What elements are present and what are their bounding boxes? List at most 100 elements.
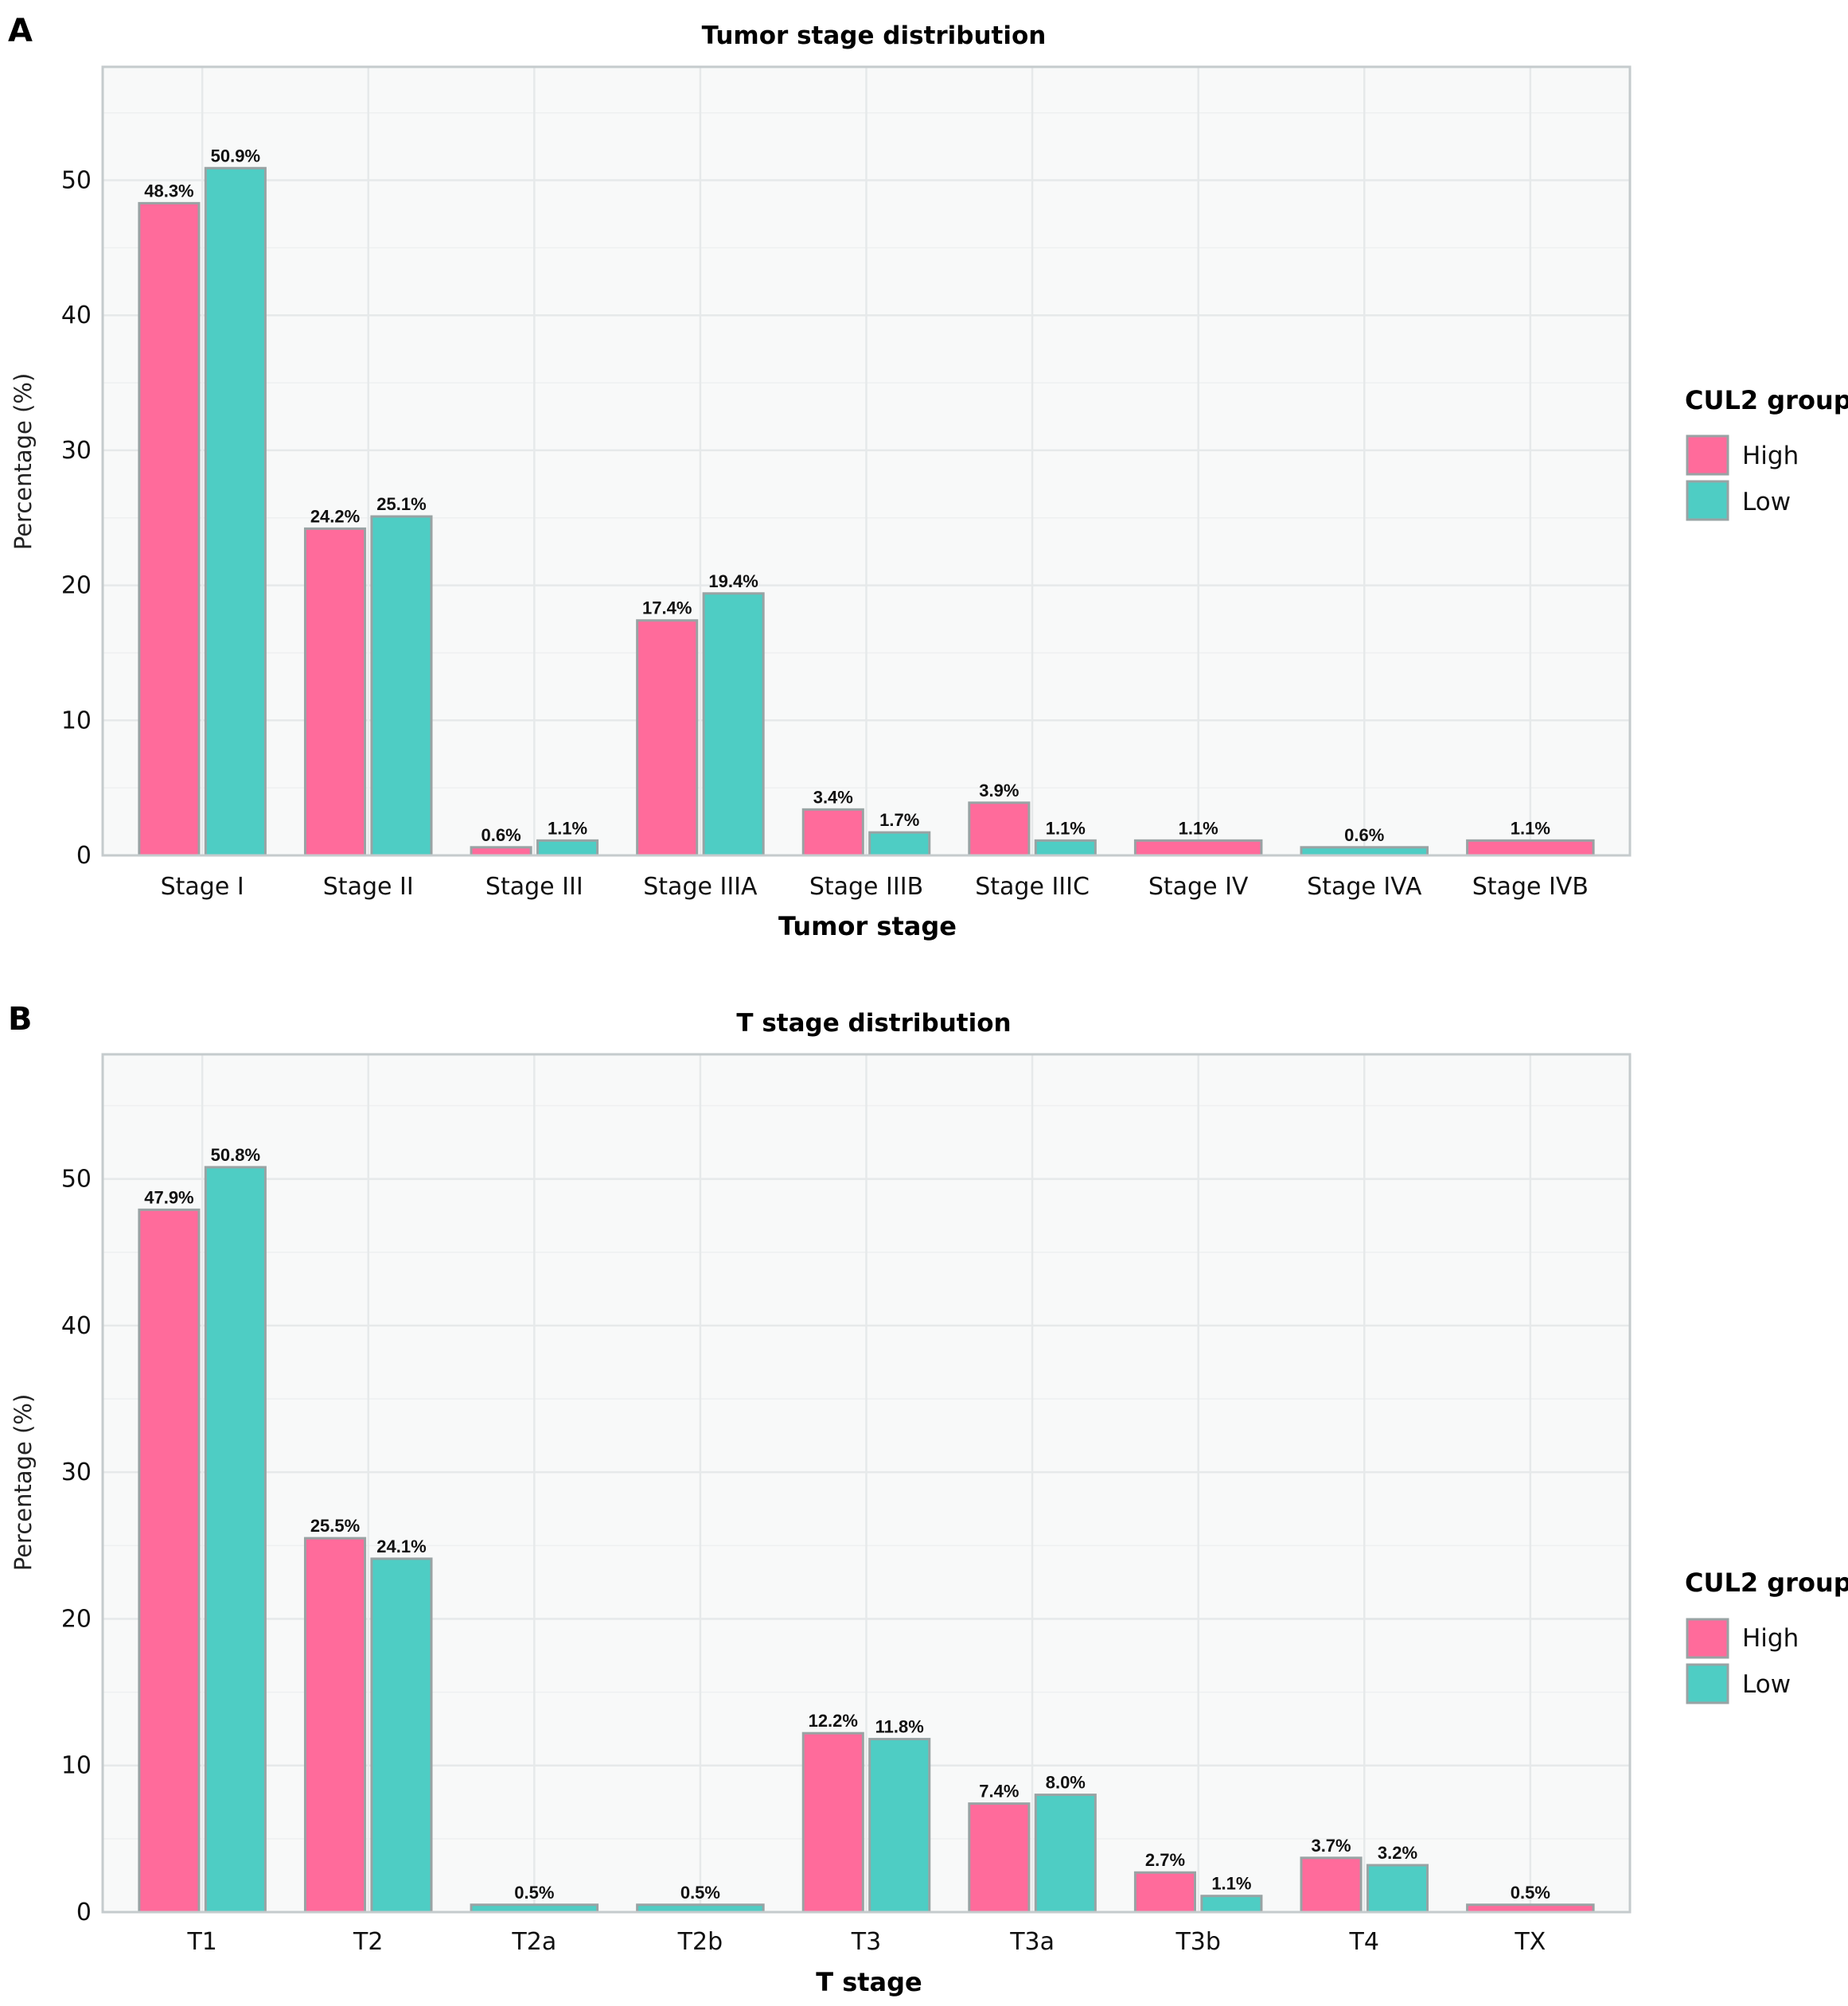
x-tick-label: Stage II (323, 873, 414, 901)
plot-border (101, 1053, 1632, 1914)
data-label: 0.6% (481, 825, 521, 845)
x-tick-label: Stage IVA (1307, 873, 1422, 901)
legend-title: CUL2 group (1685, 1568, 1848, 1598)
plot-area: 47.9% 50.8% 25.5% 24.1% 0.5% 0.5% 12.2% 11.8% 7.… (101, 1053, 1632, 1914)
y-tick-label: 20 (61, 572, 92, 600)
data-label: 0.5% (514, 1883, 554, 1903)
chart-title: Tumor stage distribution (702, 21, 1047, 50)
x-tick-label: Stage IIIA (643, 873, 758, 901)
bar-high (968, 801, 1031, 857)
data-label: 48.3% (144, 181, 193, 201)
bar-low (370, 515, 433, 857)
data-label: 3.9% (979, 781, 1019, 800)
x-axis-label: T stage (816, 1967, 922, 1997)
legend-key-low (1686, 480, 1729, 521)
y-axis-label: Percentage (%) (10, 373, 37, 551)
data-label: 25.5% (310, 1516, 360, 1536)
legend-key-low (1686, 1663, 1729, 1704)
bar-low (536, 839, 599, 857)
data-label: 2.7% (1145, 1850, 1185, 1870)
panel-letter: B (8, 1001, 33, 1038)
x-tick-label: Stage I (161, 873, 244, 901)
x-tick-label: Stage IV (1148, 873, 1249, 901)
x-tick-label: T3a (1009, 1928, 1055, 1956)
y-tick-label: 40 (61, 302, 92, 329)
data-label: 1.7% (879, 810, 919, 830)
x-tick-label: Stage III (485, 873, 583, 901)
data-label: 1.1% (1046, 818, 1086, 838)
data-label: 50.9% (211, 146, 260, 166)
legend-label-high: High (1742, 442, 1799, 470)
data-label: 25.1% (376, 494, 426, 514)
y-axis-label: Percentage (%) (10, 1394, 37, 1572)
bar-high (138, 1208, 201, 1914)
bar-low (1200, 1895, 1263, 1914)
legend-label-low: Low (1742, 488, 1791, 516)
data-label: 47.9% (144, 1187, 193, 1207)
data-label: 1.1% (1211, 1874, 1251, 1894)
x-tick-label: T2a (511, 1928, 556, 1956)
y-tick-label: 50 (61, 1166, 92, 1194)
x-tick-label: T2 (353, 1928, 383, 1956)
bar-high (1133, 1871, 1197, 1914)
legend-label-low: Low (1742, 1670, 1791, 1699)
data-label: 24.1% (376, 1537, 426, 1556)
x-tick-label: Stage IVB (1472, 873, 1589, 901)
x-tick-label: T2b (677, 1928, 723, 1956)
y-tick-label: 30 (61, 1459, 92, 1486)
plot-border (101, 65, 1632, 857)
bar-low (1300, 846, 1429, 857)
data-label: 11.8% (875, 1717, 924, 1737)
data-label: 0.6% (1344, 825, 1384, 845)
bar-low (370, 1557, 433, 1914)
bar-high (1466, 839, 1595, 857)
x-tick-label: T3b (1175, 1928, 1220, 1956)
x-tick-label: T4 (1349, 1928, 1379, 1956)
data-label: 0.5% (1511, 1883, 1550, 1903)
data-label: 3.2% (1378, 1843, 1417, 1863)
bar-high (801, 1731, 864, 1914)
panel-a: A Tumor stage distribution Tumor stage P… (8, 13, 1848, 941)
y-tick-label: 50 (61, 167, 92, 195)
bar-low (1366, 1864, 1429, 1914)
bar-high (968, 1802, 1031, 1914)
data-label: 24.2% (310, 506, 360, 526)
data-label: 7.4% (979, 1782, 1019, 1802)
y-tick-label: 10 (61, 707, 92, 734)
bar-low (1034, 839, 1097, 857)
chart-title: T stage distribution (736, 1009, 1011, 1038)
bar-high (303, 527, 367, 857)
bar-high (138, 201, 201, 857)
x-tick-label: T1 (186, 1928, 216, 1956)
bar-low (868, 831, 931, 857)
data-label: 0.5% (680, 1883, 720, 1903)
data-label: 17.4% (642, 598, 692, 618)
x-tick-label: TX (1514, 1928, 1546, 1956)
data-label: 50.8% (211, 1145, 260, 1165)
legend-title: CUL2 group (1685, 385, 1848, 415)
data-label: 1.1% (548, 818, 587, 838)
y-tick-label: 40 (61, 1312, 92, 1340)
bar-low (204, 166, 267, 857)
data-label: 1.1% (1179, 818, 1218, 838)
bar-low (204, 1166, 267, 1914)
bar-low (868, 1738, 931, 1914)
x-axis-label: Tumor stage (778, 911, 957, 941)
data-label: 8.0% (1046, 1773, 1086, 1793)
bar-high (470, 846, 532, 857)
bar-high (303, 1537, 367, 1914)
x-tick-label: Stage IIIB (809, 873, 923, 901)
legend-key-high (1686, 1618, 1729, 1659)
plot-area: 48.3% 50.9% 24.2% 25.1% 0.6% 1.1% 17.4% 19.4% 3.… (101, 65, 1632, 857)
data-label: 3.4% (813, 787, 853, 807)
x-tick-label: Stage IIIC (975, 873, 1090, 901)
bar-high (1133, 839, 1263, 857)
x-tick-label: T3 (851, 1928, 881, 1956)
data-label: 19.4% (708, 571, 758, 591)
y-tick-label: 30 (61, 437, 92, 465)
bar-high (1300, 1856, 1363, 1914)
y-tick-label: 0 (76, 842, 92, 870)
bar-low (702, 592, 765, 857)
bar-high (801, 808, 864, 857)
y-tick-label: 10 (61, 1752, 92, 1780)
